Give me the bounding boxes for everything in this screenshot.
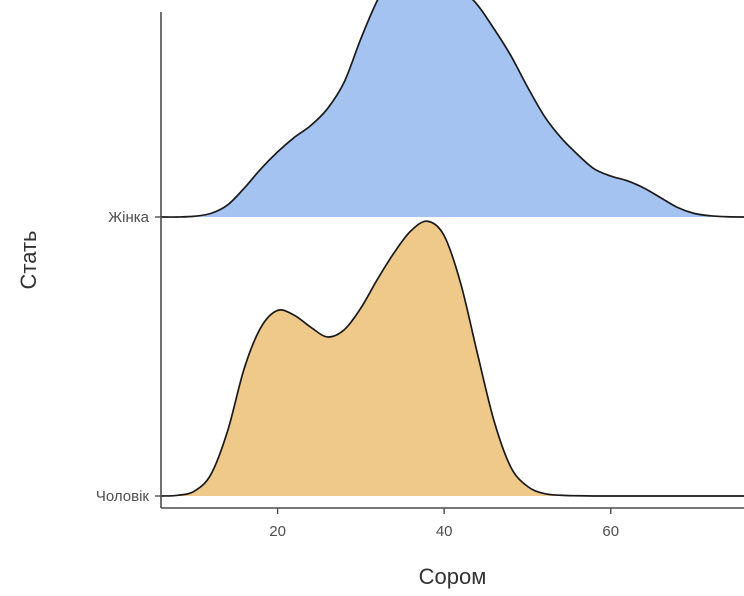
y-axis-ticks: Чоловік Жінка [96,209,161,505]
ridges-layer [160,0,744,497]
x-tick-label-20: 20 [269,523,286,540]
y-axis-title: Стать [16,230,41,289]
x-tick-label-40: 40 [436,523,453,540]
density-line-female [160,0,744,218]
y-tick-label-male: Чоловік [96,488,150,505]
x-axis-title: Сором [419,564,487,589]
x-tick-label-60: 60 [602,523,619,540]
x-axis-ticks: 20 40 60 [269,508,619,540]
density-area-male [161,221,744,497]
y-tick-label-female: Жінка [108,209,149,226]
density-line-male [160,220,744,497]
density-area-female [161,0,744,218]
